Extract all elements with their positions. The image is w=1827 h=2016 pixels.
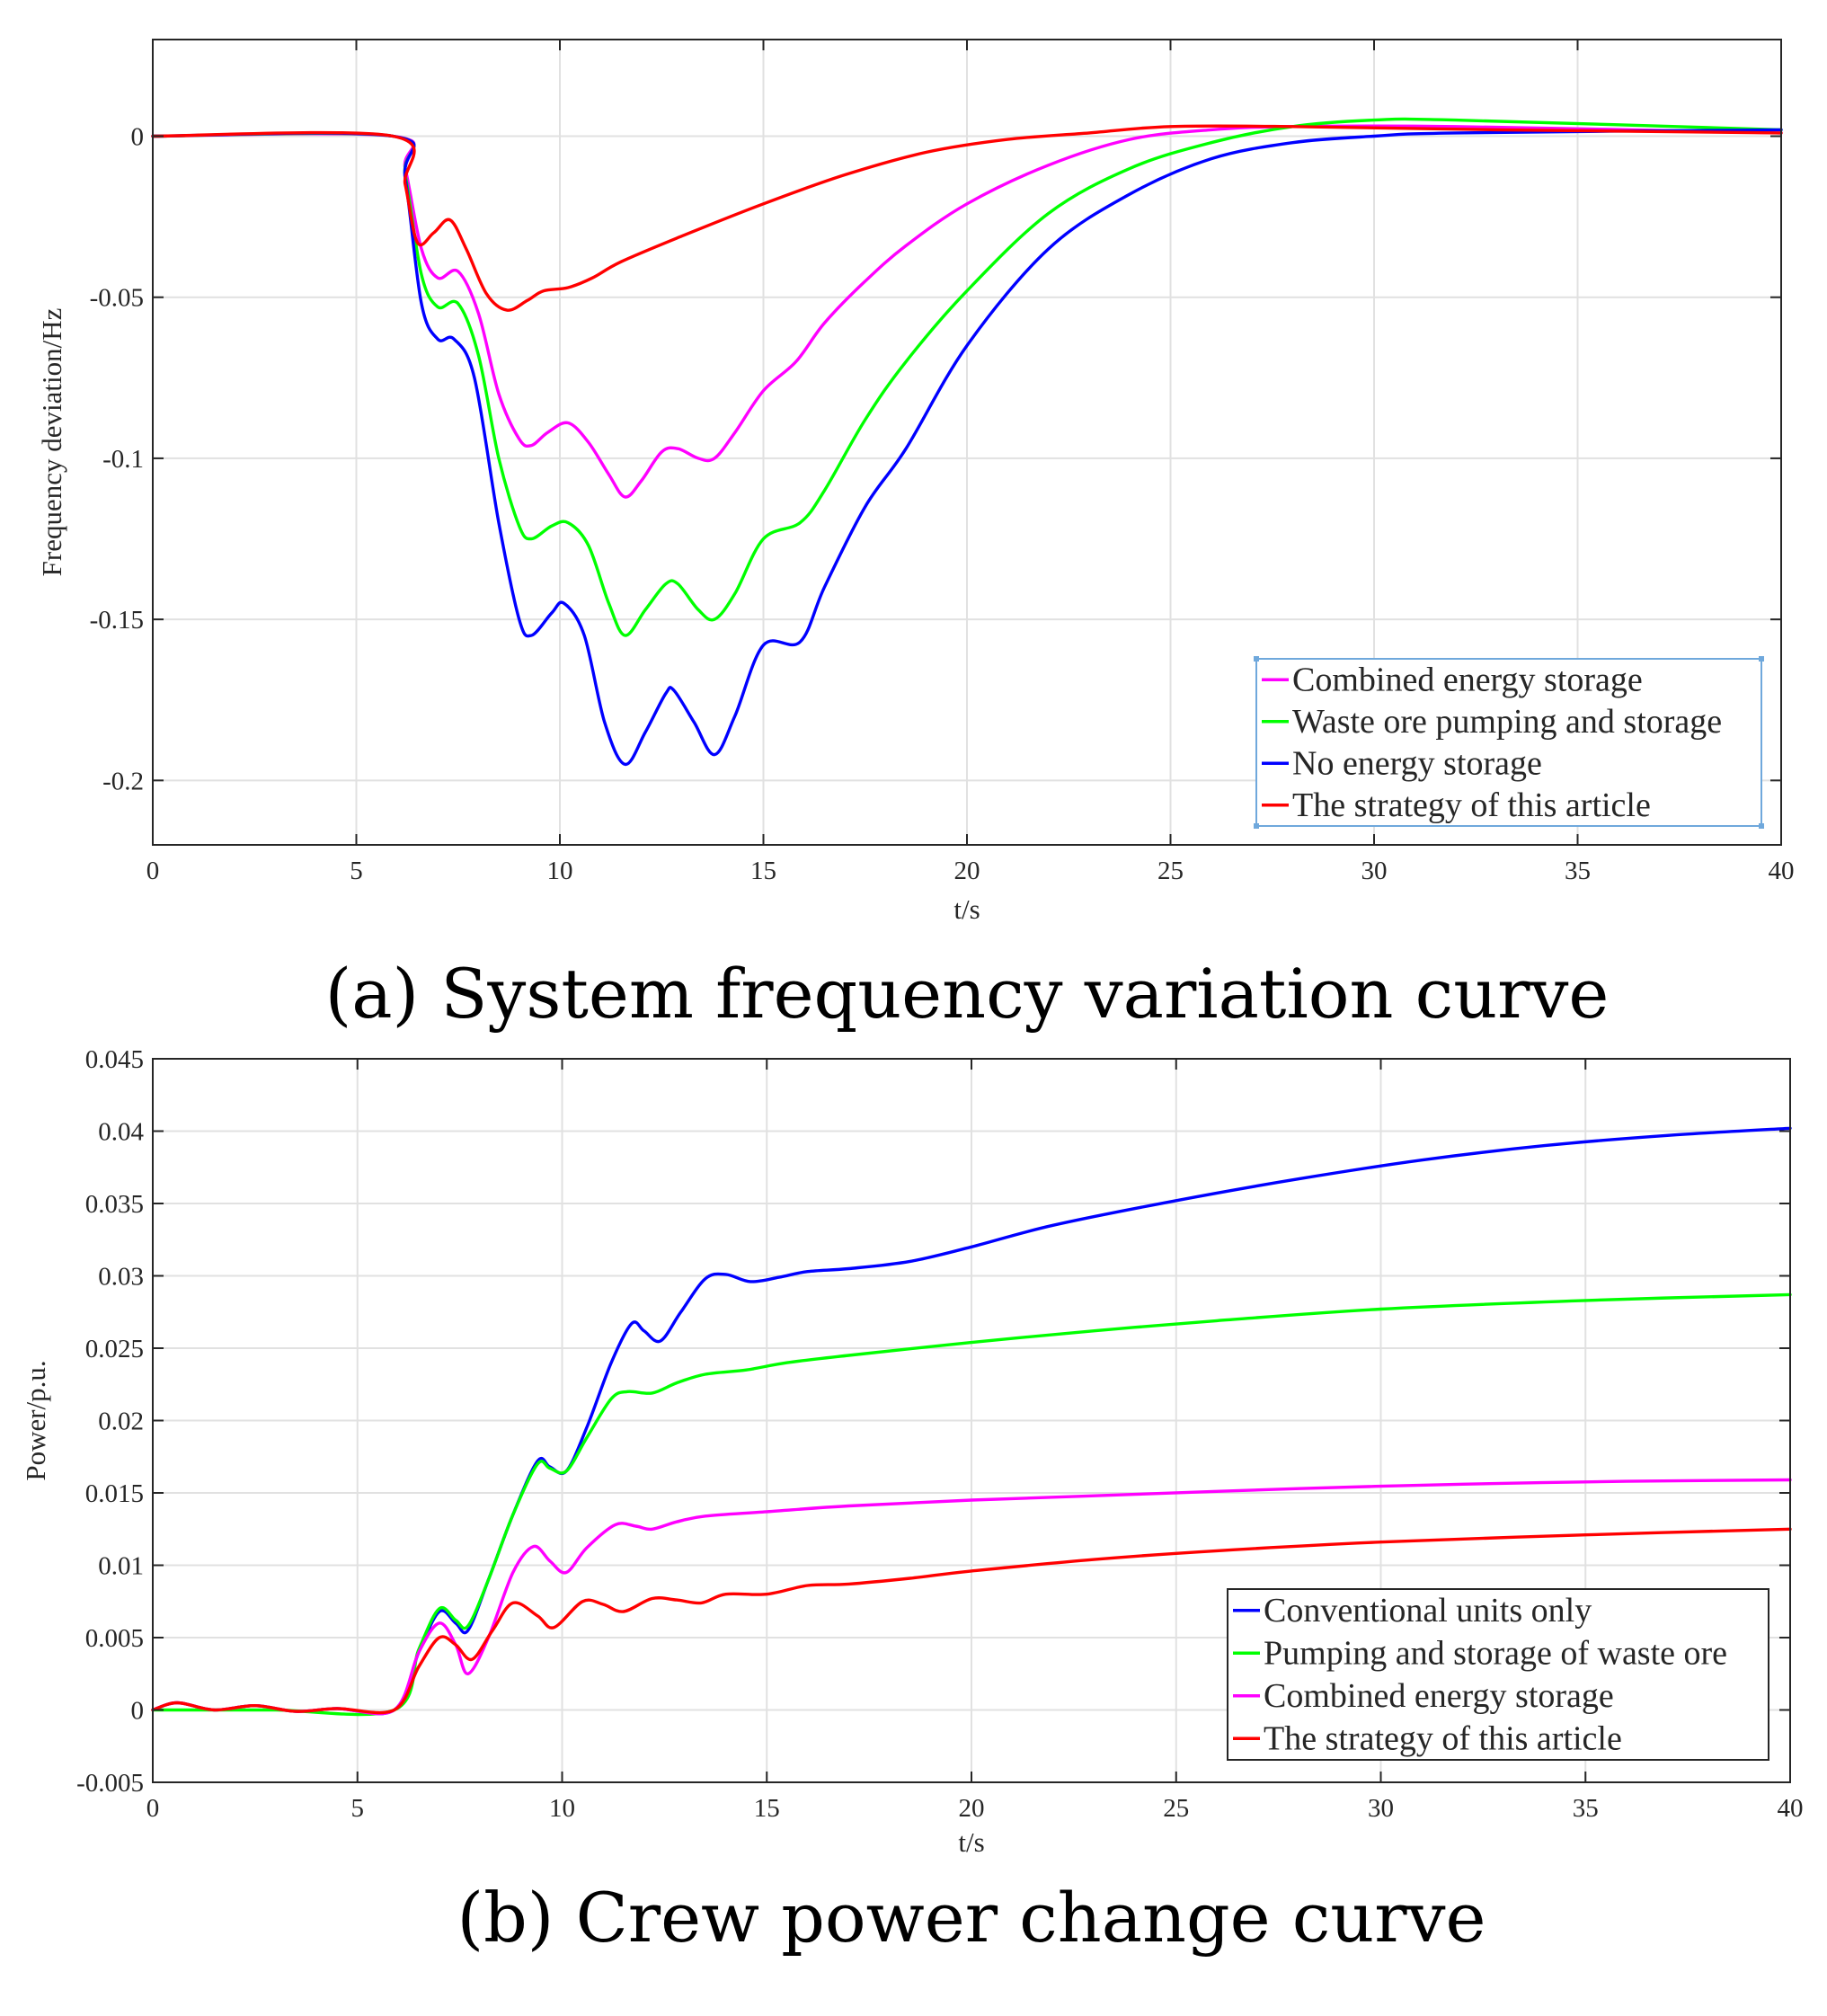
power-chart-caption: (b) Crew power change curve (457, 1878, 1486, 1958)
freq-x-tick-label: 35 (1565, 857, 1591, 885)
power-x-tick-label: 40 (1778, 1794, 1804, 1823)
power-chart: 0 5 10 15 20 25 30 35 40-0.00500.0050.010.0150.0… (20, 1045, 1804, 1958)
freq-x-tick-label: 10 (547, 857, 573, 885)
freq-series-no-energy-storage (151, 128, 1783, 767)
power-legend-box (1227, 1588, 1769, 1761)
freq-series-combined-energy-storage (151, 124, 1783, 499)
freq-x-tick-label: 5 (350, 857, 363, 885)
power-x-tick-label: 35 (1573, 1794, 1599, 1823)
freq-legend-label: No energy storage (1292, 744, 1542, 782)
power-chart-xlabel: t/s (958, 1826, 984, 1858)
power-chart-series (151, 1126, 1792, 1717)
freq-legend-handle (1254, 823, 1259, 829)
power-x-tick-label: 10 (549, 1794, 575, 1823)
freq-x-tick-label: 25 (1157, 857, 1184, 885)
power-x-tick-label: 0 (146, 1794, 160, 1823)
freq-y-tick-label: 0 (131, 123, 145, 152)
power-y-tick-label: 0.04 (98, 1118, 144, 1147)
freq-series-the-strategy-of-this-article (151, 124, 1783, 312)
power-y-tick-label: 0.045 (85, 1045, 144, 1074)
freq-y-tick-label: -0.05 (90, 284, 144, 313)
frequency-chart-series (151, 117, 1783, 767)
power-legend-label: Conventional units only (1264, 1592, 1592, 1630)
freq-legend-label: The strategy of this article (1292, 786, 1651, 824)
power-chart-ticks: 0 5 10 15 20 25 30 35 40-0.00500.0050.010.0150.0… (76, 1045, 1803, 1823)
freq-legend-handle (1759, 656, 1764, 662)
power-legend-label: Pumping and storage of waste ore (1264, 1634, 1727, 1672)
frequency-chart-ylabel: Frequency deviation/Hz (36, 308, 67, 577)
power-y-tick-label: 0.015 (85, 1479, 144, 1508)
power-x-tick-label: 20 (959, 1794, 985, 1823)
power-y-tick-label: 0.005 (85, 1624, 144, 1653)
freq-x-tick-label: 40 (1769, 857, 1795, 885)
power-x-tick-label: 25 (1163, 1794, 1189, 1823)
freq-legend-label: Combined energy storage (1292, 661, 1643, 698)
freq-y-tick-label: -0.1 (102, 445, 144, 474)
power-y-tick-label: 0.02 (98, 1408, 144, 1436)
power-chart-ylabel: Power/p.u. (20, 1360, 51, 1480)
freq-x-tick-label: 30 (1361, 857, 1388, 885)
freq-series-waste-ore-pumping-and-storage (151, 117, 1783, 637)
freq-legend-label: Waste ore pumping and storage (1292, 703, 1722, 741)
power-y-tick-label: -0.005 (76, 1769, 144, 1798)
power-y-tick-label: 0.035 (85, 1190, 144, 1219)
frequency-chart-caption: (a) System frequency variation curve (325, 954, 1610, 1034)
frequency-chart-legend: Combined energy storage Waste ore pumping… (1254, 656, 1764, 829)
power-x-tick-label: 15 (754, 1794, 780, 1823)
power-series-pumping-and-storage-of-waste-ore (151, 1292, 1792, 1717)
power-y-tick-label: 0.025 (85, 1335, 144, 1363)
power-y-tick-label: 0.01 (98, 1552, 144, 1581)
freq-x-tick-label: 0 (146, 857, 160, 885)
freq-legend-handle (1759, 823, 1764, 829)
frequency-chart-ticks: 0 5 10 15 20 25 30 35 40 0 -0.05 -0.1 -0.15 -0.2 (90, 40, 1795, 885)
power-series-the-strategy-of-this-article (151, 1527, 1792, 1715)
power-x-tick-label: 30 (1368, 1794, 1394, 1823)
frequency-chart: 0 5 10 15 20 25 30 35 40 0 -0.05 -0.1 -0.15 -0.2 Freq… (36, 39, 1795, 1034)
frequency-chart-xlabel: t/s (953, 893, 980, 925)
freq-x-tick-label: 20 (954, 857, 980, 885)
power-legend-label: The strategy of this article (1264, 1719, 1622, 1757)
freq-y-tick-label: -0.2 (102, 767, 144, 795)
power-y-tick-label: 0.03 (98, 1263, 144, 1292)
freq-legend-handle (1254, 656, 1259, 662)
freq-y-tick-label: -0.15 (90, 606, 144, 635)
power-y-tick-label: 0 (131, 1697, 145, 1726)
power-chart-legend: Conventional units only Pumping and stora… (1227, 1588, 1769, 1761)
power-legend-label: Combined energy storage (1264, 1677, 1614, 1715)
freq-legend-box (1255, 658, 1762, 827)
freq-x-tick-label: 15 (750, 857, 776, 885)
power-x-tick-label: 5 (351, 1794, 365, 1823)
